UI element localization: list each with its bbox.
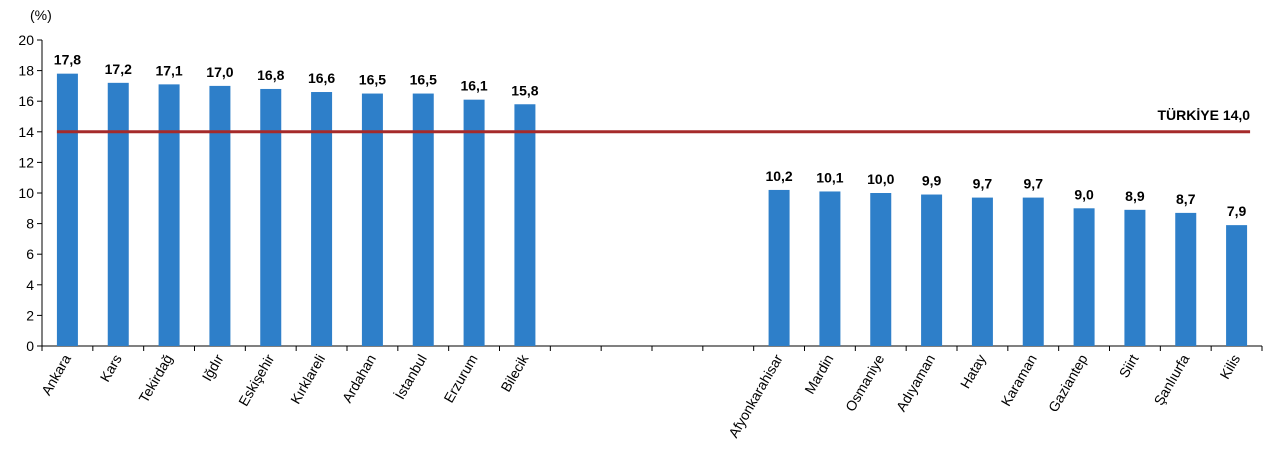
data-label: 15,8 xyxy=(511,82,538,98)
category-label: Hatay xyxy=(957,352,989,392)
data-label: 10,1 xyxy=(816,169,843,185)
category-label: Siirt xyxy=(1116,351,1142,380)
data-label: 10,2 xyxy=(765,168,792,184)
data-label: 8,9 xyxy=(1125,188,1145,204)
bar xyxy=(209,85,231,347)
y-tick-label: 4 xyxy=(26,277,34,293)
category-label: Ankara xyxy=(38,351,74,398)
bar xyxy=(870,193,892,346)
y-tick-label: 20 xyxy=(18,32,34,48)
category-label: İstanbul xyxy=(391,351,430,402)
data-label: 17,0 xyxy=(206,64,233,80)
bar xyxy=(158,84,180,347)
category-label: Eskişehir xyxy=(235,351,277,408)
bar xyxy=(1226,225,1248,346)
data-label: 9,0 xyxy=(1074,186,1094,202)
y-tick-label: 6 xyxy=(26,246,34,262)
data-label: 16,5 xyxy=(359,72,386,88)
data-label: 16,8 xyxy=(257,67,284,83)
category-label: Kars xyxy=(97,352,125,385)
y-tick-label: 14 xyxy=(18,124,34,140)
data-label: 9,9 xyxy=(922,173,942,189)
category-label: Kırklareli xyxy=(287,352,328,407)
reference-line-label: TÜRKİYE 14,0 xyxy=(1157,107,1250,123)
data-label: 9,7 xyxy=(1024,176,1044,192)
category-labels: Ankara Kars Tekirdağ Iğdır Eskişehir Kırklare… xyxy=(38,351,1243,441)
y-tick-label: 10 xyxy=(18,185,34,201)
category-label: Iğdır xyxy=(199,351,227,384)
y-tick-label: 8 xyxy=(26,216,34,232)
reference-line-group: TÜRKİYE 14,0 xyxy=(56,107,1250,134)
category-label: Karaman xyxy=(998,352,1040,409)
data-label: 16,6 xyxy=(308,70,335,86)
data-label: 17,8 xyxy=(54,52,81,68)
y-tick-label: 12 xyxy=(18,154,34,170)
data-label: 7,9 xyxy=(1227,203,1247,219)
bar xyxy=(514,104,536,346)
bar xyxy=(107,82,129,346)
category-label: Adıyaman xyxy=(893,352,938,415)
category-label: Mardin xyxy=(801,352,836,397)
data-label: 8,7 xyxy=(1176,191,1196,207)
category-label: Ardahan xyxy=(339,352,379,406)
bar xyxy=(260,88,282,347)
bar xyxy=(361,93,383,346)
y-tick-label: 16 xyxy=(18,93,34,109)
bar xyxy=(971,197,993,346)
category-label: Gaziantep xyxy=(1045,351,1091,414)
bar xyxy=(1022,197,1044,346)
bar xyxy=(819,191,841,346)
bar xyxy=(921,194,943,346)
category-label: Şanlıurfa xyxy=(1150,351,1192,408)
y-tick-label: 0 xyxy=(26,338,34,354)
bar xyxy=(1073,208,1095,346)
bar xyxy=(1175,212,1197,346)
bar xyxy=(311,92,333,347)
category-label: Afyonkarahisar xyxy=(725,351,786,440)
data-label: 16,5 xyxy=(410,72,437,88)
x-axis xyxy=(41,345,1263,351)
y-tick-label: 2 xyxy=(26,307,34,323)
data-label: 9,7 xyxy=(973,176,993,192)
y-axis: 0 2 4 6 8 10 12 14 16 18 20 xyxy=(18,32,43,354)
bar xyxy=(412,93,434,346)
y-tick-label: 18 xyxy=(18,63,34,79)
category-label: Bilecik xyxy=(497,351,532,395)
bar-series xyxy=(56,73,1248,347)
data-labels: 17,8 17,2 17,1 17,0 16,8 16,6 16,5 16,5 16,1 15,8… xyxy=(54,52,1247,219)
bar xyxy=(56,73,78,346)
category-label: Osmaniye xyxy=(842,351,887,414)
bar xyxy=(463,99,485,346)
data-label: 17,1 xyxy=(155,62,182,78)
data-label: 10,0 xyxy=(867,171,894,187)
category-label: Tekirdağ xyxy=(135,352,175,406)
bar xyxy=(1124,209,1146,346)
data-label: 16,1 xyxy=(460,78,487,94)
category-label: Kilis xyxy=(1216,352,1243,382)
y-axis-title: (%) xyxy=(30,7,52,23)
data-label: 17,2 xyxy=(105,61,132,77)
category-label: Erzurum xyxy=(440,352,480,406)
bar xyxy=(768,189,790,346)
